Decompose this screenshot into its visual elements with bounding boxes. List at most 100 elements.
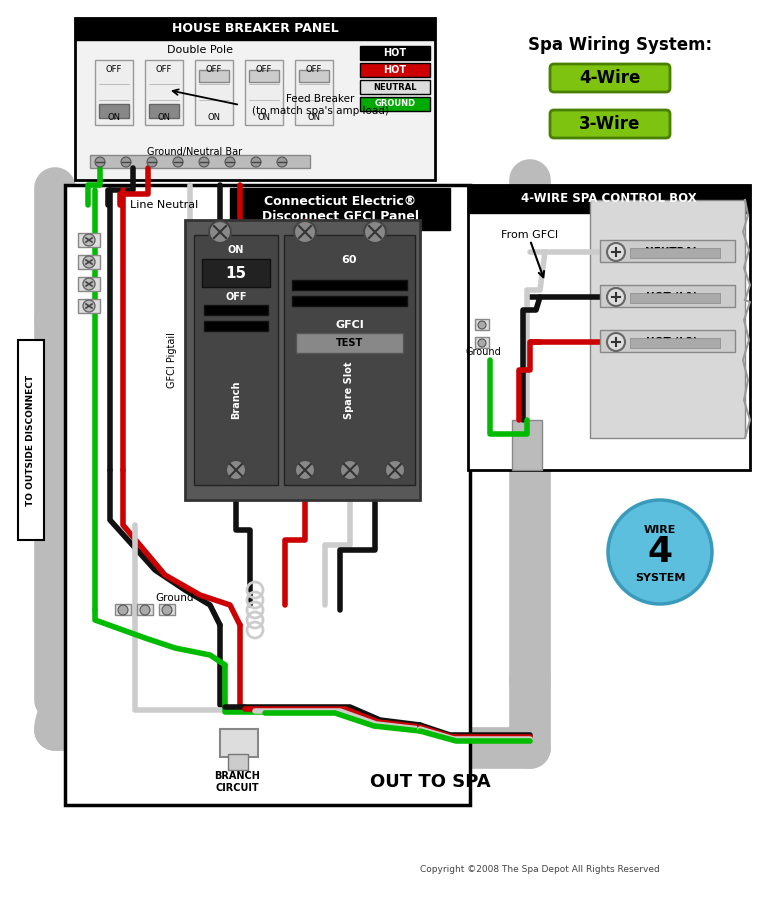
Bar <box>194 235 278 485</box>
Bar <box>468 185 750 213</box>
Circle shape <box>607 288 625 306</box>
Bar <box>145 60 183 125</box>
Bar <box>78 299 100 313</box>
Circle shape <box>209 221 231 243</box>
Text: OFF: OFF <box>106 65 122 74</box>
Text: 4: 4 <box>647 535 673 569</box>
Bar <box>159 604 175 615</box>
Circle shape <box>226 460 246 480</box>
Text: 4-Wire: 4-Wire <box>579 69 641 87</box>
Bar <box>292 296 407 306</box>
Circle shape <box>607 243 625 261</box>
Bar <box>115 604 131 615</box>
Text: ON: ON <box>228 245 244 255</box>
Text: NEUTRAL: NEUTRAL <box>373 83 417 92</box>
Text: 4-WIRE SPA CONTROL BOX: 4-WIRE SPA CONTROL BOX <box>521 193 697 205</box>
Bar <box>230 188 450 230</box>
Bar <box>600 285 735 307</box>
Circle shape <box>147 157 157 167</box>
Bar <box>299 70 329 82</box>
Circle shape <box>225 157 235 167</box>
Circle shape <box>199 157 209 167</box>
Text: ON: ON <box>108 112 121 122</box>
Text: (Loads up to 60A, or less): (Loads up to 60A, or less) <box>209 240 351 250</box>
Text: GFCI: GFCI <box>335 320 364 330</box>
Circle shape <box>173 157 183 167</box>
Bar <box>195 60 233 125</box>
Text: TO OUTSIDE DISCONNECT: TO OUTSIDE DISCONNECT <box>27 374 35 506</box>
Circle shape <box>340 460 360 480</box>
Bar <box>78 277 100 291</box>
Text: HOT: HOT <box>383 65 406 75</box>
Circle shape <box>294 221 316 243</box>
Text: ON: ON <box>157 112 170 122</box>
Text: Line In: Line In <box>249 256 312 274</box>
Circle shape <box>251 157 261 167</box>
Text: 15: 15 <box>226 266 247 281</box>
Text: Ground: Ground <box>465 347 501 357</box>
Bar <box>78 233 100 247</box>
Bar <box>202 259 270 287</box>
Text: OFF: OFF <box>206 65 222 74</box>
Bar <box>95 60 133 125</box>
Bar <box>475 319 489 330</box>
Text: ON: ON <box>207 112 220 122</box>
Circle shape <box>140 605 150 615</box>
Text: NEUTRAL: NEUTRAL <box>645 247 699 257</box>
Bar <box>220 729 258 757</box>
Text: Connecticut Electric®
Disconnect GFCI Panel: Connecticut Electric® Disconnect GFCI Pa… <box>261 195 419 223</box>
Circle shape <box>83 256 95 268</box>
Text: Double Pole: Double Pole <box>167 45 233 55</box>
Circle shape <box>478 339 486 347</box>
Text: SYSTEM: SYSTEM <box>635 573 685 583</box>
Bar <box>18 340 44 540</box>
Bar <box>296 333 403 353</box>
Text: OFF: OFF <box>225 292 247 302</box>
Text: Feed Breaker
(to match spa's amp load): Feed Breaker (to match spa's amp load) <box>252 94 389 116</box>
Bar <box>75 18 435 180</box>
Text: BRANCH
CIRCUIT: BRANCH CIRCUIT <box>214 771 260 793</box>
Text: Ground/Neutral Bar: Ground/Neutral Bar <box>147 147 243 157</box>
Bar <box>75 18 435 40</box>
FancyBboxPatch shape <box>550 110 670 138</box>
Bar <box>600 330 735 352</box>
Circle shape <box>277 157 287 167</box>
Text: Line Neutral: Line Neutral <box>130 200 198 210</box>
Text: ON: ON <box>257 112 270 122</box>
Text: ON: ON <box>307 112 320 122</box>
Bar <box>90 155 310 168</box>
Bar <box>249 70 279 82</box>
Circle shape <box>83 234 95 246</box>
Circle shape <box>95 157 105 167</box>
Bar <box>78 255 100 269</box>
Circle shape <box>478 321 486 329</box>
Bar <box>284 235 415 485</box>
Text: Ground: Ground <box>156 593 194 603</box>
Text: GFCI Pigtail: GFCI Pigtail <box>167 332 177 388</box>
Text: HOUSE BREAKER PANEL: HOUSE BREAKER PANEL <box>171 22 339 35</box>
Text: OFF: OFF <box>256 65 272 74</box>
Bar <box>630 293 720 303</box>
Bar <box>600 240 735 262</box>
Text: Spare Slot: Spare Slot <box>345 361 355 419</box>
Circle shape <box>607 333 625 351</box>
Bar <box>245 60 283 125</box>
Text: Copyright ©2008 The Spa Depot All Rights Reserved: Copyright ©2008 The Spa Depot All Rights… <box>420 866 660 875</box>
Text: GROUND: GROUND <box>375 100 415 109</box>
Bar <box>137 604 153 615</box>
Bar <box>468 185 750 470</box>
Circle shape <box>83 300 95 312</box>
Circle shape <box>83 278 95 290</box>
Circle shape <box>118 605 128 615</box>
Text: 3-Wire: 3-Wire <box>579 115 641 133</box>
Circle shape <box>608 500 712 604</box>
Text: OFF: OFF <box>306 65 323 74</box>
Text: OUT TO SPA: OUT TO SPA <box>369 773 490 791</box>
Circle shape <box>385 460 405 480</box>
Circle shape <box>295 460 315 480</box>
Bar <box>295 60 333 125</box>
Circle shape <box>162 605 172 615</box>
Circle shape <box>121 157 131 167</box>
Text: 60: 60 <box>342 255 357 265</box>
Bar <box>475 337 489 348</box>
